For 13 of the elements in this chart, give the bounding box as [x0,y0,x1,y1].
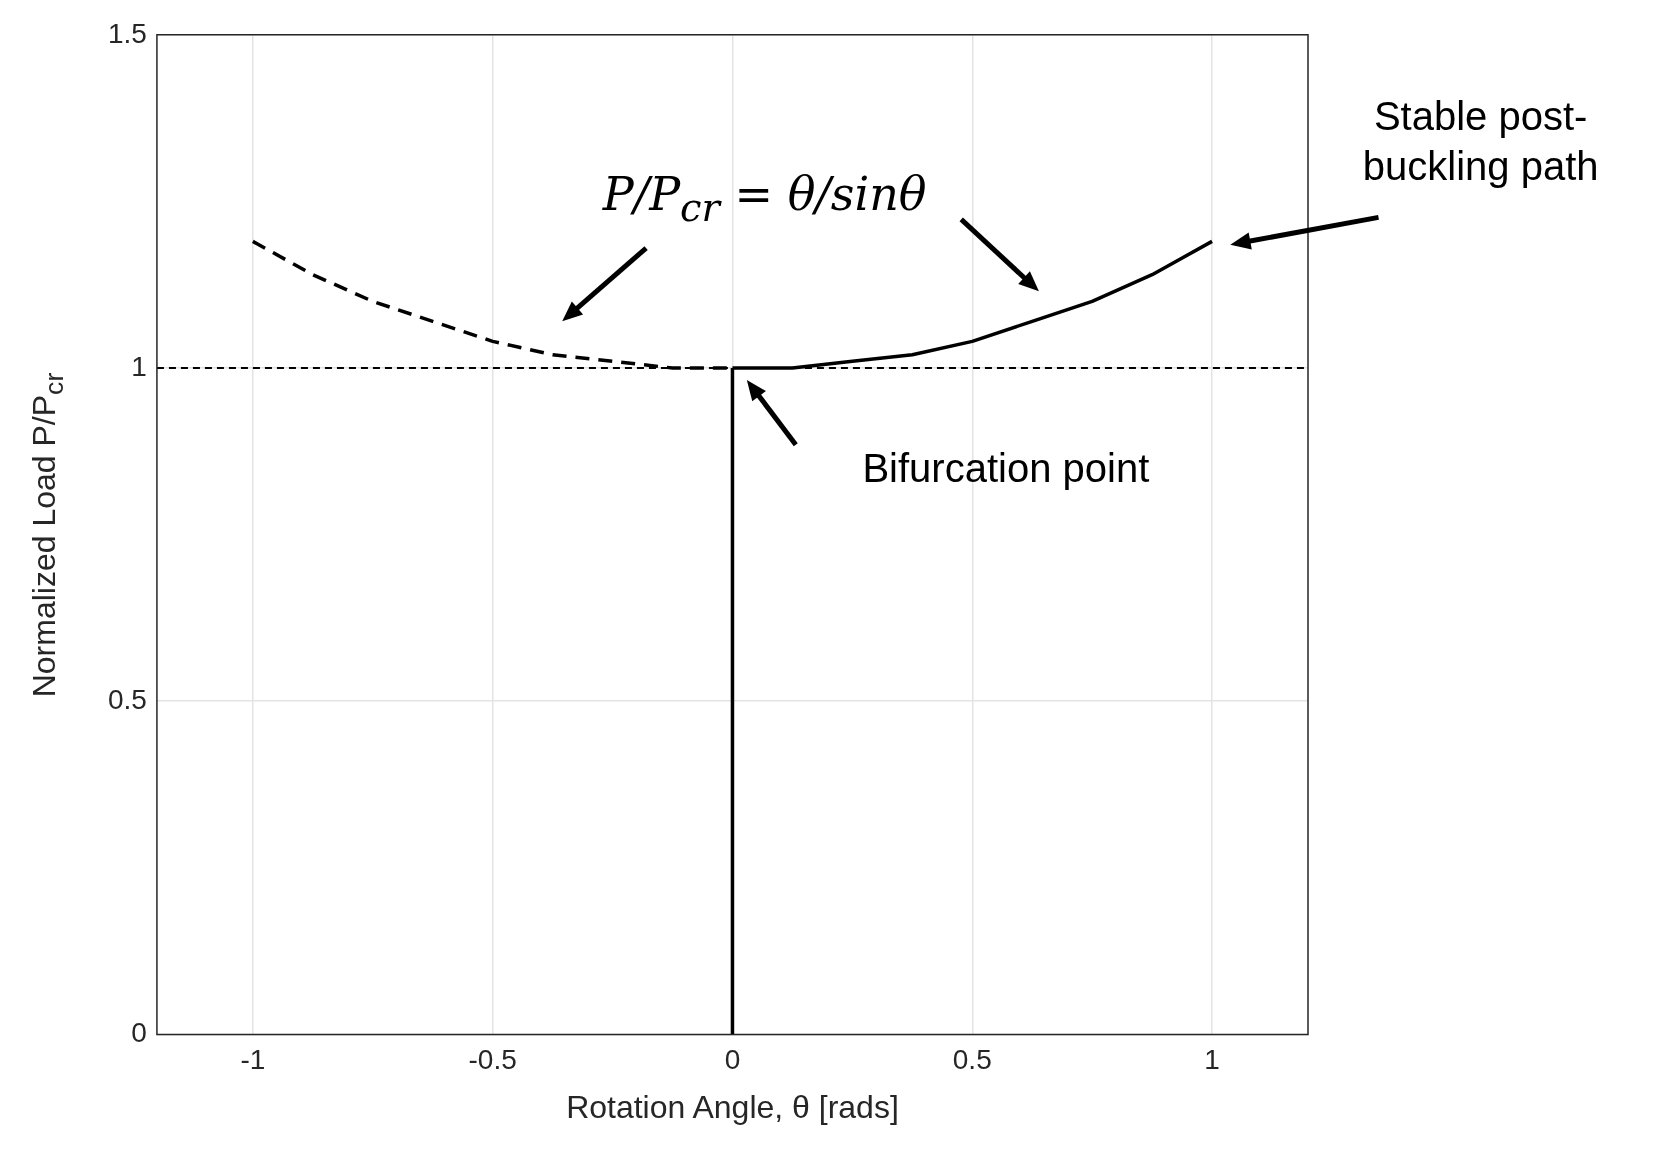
x-tick-label: -0.5 [468,1043,517,1075]
x-tick-label: -1 [240,1043,266,1075]
x-tick-label: 0.5 [952,1043,992,1075]
x-tick-label: 1 [1204,1043,1220,1075]
x-axis-title: Rotation Angle, θ [rads] [566,1089,899,1127]
annotation: P/P$_{cr}$ = θ/sinθ [602,166,927,232]
annotation: Bifurcation point [862,444,1150,492]
text: Stable post-buckling path [1361,93,1600,191]
y-tick-label: 1 [131,350,147,382]
x-tick-label: 0 [724,1043,741,1075]
y-tick-label: 0 [131,1017,147,1049]
y-tick-label: 0.5 [107,683,147,715]
y-tick-label: 1.5 [107,17,147,49]
